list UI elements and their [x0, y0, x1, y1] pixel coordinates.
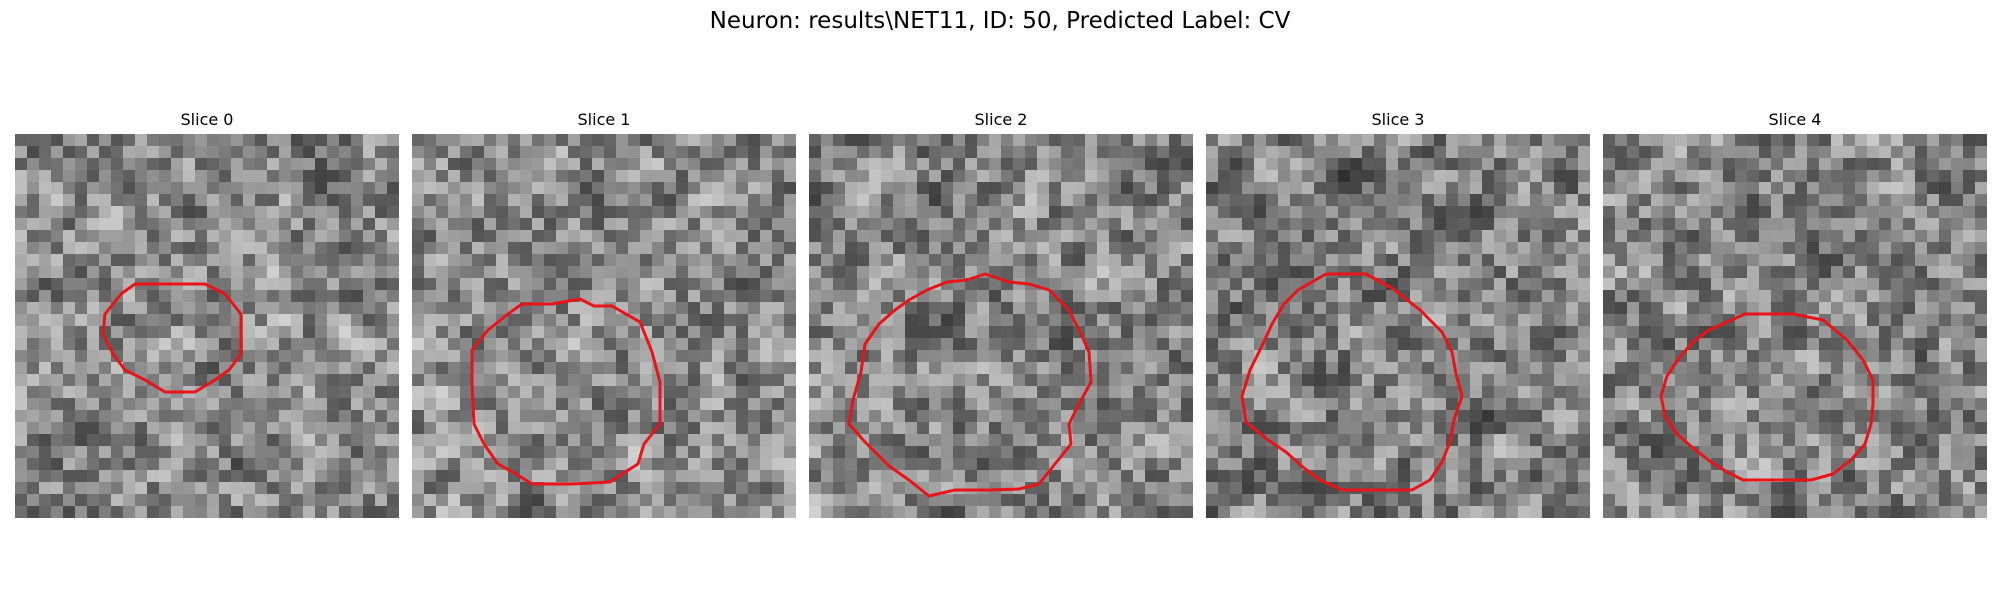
- figure-title: Neuron: results\NET11, ID: 50, Predicted…: [709, 8, 1291, 34]
- panel-title-slice-3: Slice 3: [1371, 110, 1425, 129]
- panel-title-slice-4: Slice 4: [1768, 110, 1822, 129]
- panel-title-slice-1: Slice 1: [577, 110, 631, 129]
- slice-image-0: [15, 134, 399, 518]
- slice-image-2: [809, 134, 1193, 518]
- roi-contour-1: [470, 297, 662, 486]
- slice-image-3: [1206, 134, 1590, 518]
- panel-title-slice-0: Slice 0: [180, 110, 234, 129]
- roi-contour-3: [1240, 272, 1464, 492]
- slice-image-4: [1603, 134, 1987, 518]
- panel-title-slice-2: Slice 2: [974, 110, 1028, 129]
- roi-contour-0: [101, 282, 243, 394]
- slice-image-1: [412, 134, 796, 518]
- roi-contour-4: [1659, 312, 1875, 482]
- roi-contour-2: [847, 272, 1093, 498]
